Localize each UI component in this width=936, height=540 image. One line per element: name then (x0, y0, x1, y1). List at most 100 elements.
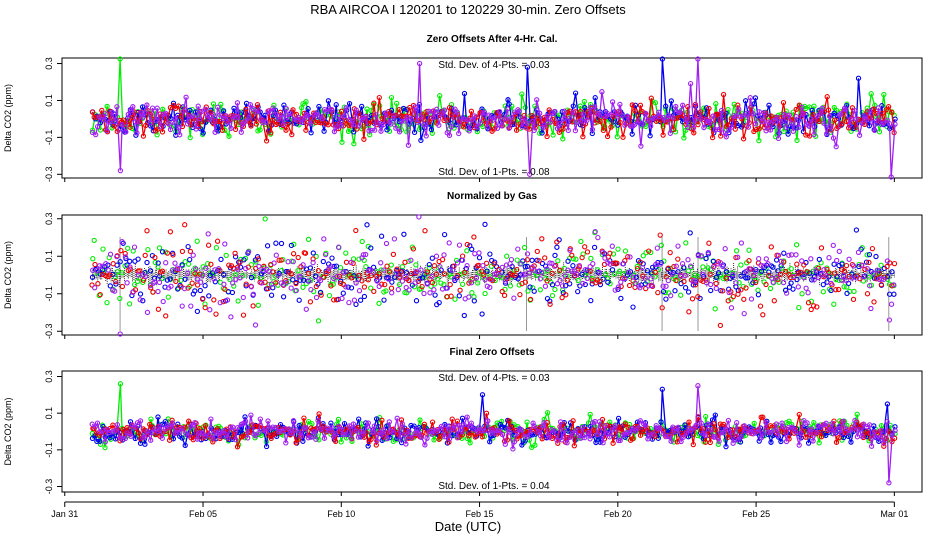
data-point (156, 245, 163, 251)
data-point (851, 288, 857, 295)
data-point (659, 305, 665, 311)
data-point (388, 285, 395, 291)
data-point (686, 419, 692, 425)
data-point (252, 322, 259, 328)
data-point (192, 270, 198, 277)
data-point (125, 245, 131, 251)
data-point (578, 238, 584, 245)
data-point (99, 263, 105, 269)
data-point (203, 265, 209, 271)
data-point (220, 298, 226, 305)
data-point (891, 282, 897, 288)
data-point (497, 273, 503, 279)
data-point (91, 237, 97, 244)
data-point (889, 432, 895, 438)
data-point (775, 135, 782, 142)
data-point (571, 443, 577, 449)
data-point (296, 114, 302, 121)
data-point (474, 124, 480, 130)
data-point (695, 273, 701, 280)
data-point (780, 279, 787, 286)
data-point (296, 429, 302, 436)
data-point (755, 287, 761, 293)
data-point (627, 269, 634, 275)
data-point (671, 263, 677, 270)
data-point (100, 271, 106, 278)
data-point (751, 101, 757, 107)
data-point (554, 113, 560, 119)
data-point (871, 299, 877, 305)
data-point (114, 422, 121, 428)
data-point (544, 113, 550, 120)
data-point (343, 268, 349, 275)
data-point (760, 430, 766, 436)
data-point (550, 132, 556, 138)
data-point (92, 285, 98, 291)
data-point (493, 427, 500, 434)
data-point (393, 271, 399, 277)
data-point (678, 292, 684, 298)
data-point (386, 269, 393, 275)
data-point (438, 280, 444, 286)
data-point (217, 433, 223, 439)
data-point (722, 246, 728, 252)
data-point (142, 441, 148, 447)
y-axis-label: Delta CO2 (ppm) (3, 84, 13, 152)
data-point (216, 266, 222, 272)
data-point (831, 261, 837, 267)
data-point (248, 123, 254, 129)
data-point (824, 131, 830, 137)
data-point (388, 113, 394, 119)
data-point (682, 285, 689, 291)
data-point (488, 263, 495, 269)
data-point (710, 264, 717, 270)
data-point (496, 428, 502, 434)
data-point (773, 421, 780, 427)
data-point (197, 271, 203, 277)
data-point (230, 424, 236, 430)
data-point (208, 416, 214, 422)
data-point (96, 292, 102, 299)
data-point (770, 264, 776, 270)
data-point (713, 280, 719, 287)
data-point (147, 268, 154, 274)
data-point (89, 109, 96, 115)
data-point (757, 303, 764, 309)
data-point (720, 91, 727, 98)
data-point (537, 110, 543, 116)
data-point (793, 106, 799, 113)
data-point (202, 106, 209, 112)
data-point (717, 322, 724, 329)
data-point (89, 435, 96, 442)
data-point (579, 271, 585, 277)
data-series-group (89, 381, 898, 486)
data-point (629, 425, 635, 432)
data-point (150, 289, 156, 295)
data-point (622, 275, 628, 282)
data-point (692, 117, 699, 123)
data-point (720, 129, 727, 136)
data-point (712, 127, 719, 133)
data-point (223, 252, 229, 259)
data-point (791, 274, 797, 280)
data-point (527, 429, 533, 435)
data-point (180, 108, 187, 114)
data-point (768, 244, 774, 250)
data-point (335, 244, 342, 250)
data-point (688, 427, 694, 434)
data-point (663, 103, 669, 109)
data-point (462, 269, 468, 276)
data-point (832, 117, 838, 123)
data-point (313, 109, 320, 116)
data-point (597, 270, 603, 276)
data-point (124, 424, 130, 431)
data-point (479, 392, 486, 398)
y-axis-label: Delta CO2 (ppm) (3, 241, 13, 309)
data-point (748, 104, 754, 111)
data-point (685, 257, 691, 263)
data-point (332, 438, 339, 445)
data-point (144, 428, 150, 434)
data-point (700, 271, 706, 278)
data-point (744, 110, 750, 117)
data-point (160, 106, 166, 112)
